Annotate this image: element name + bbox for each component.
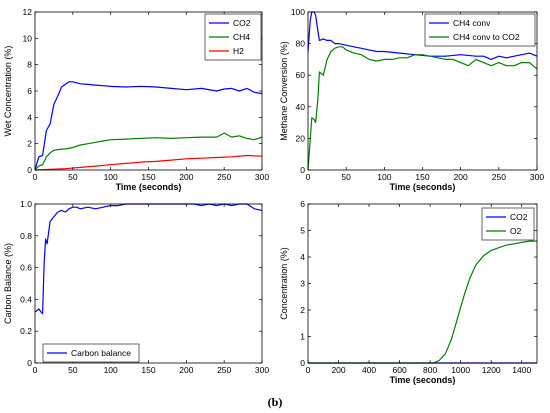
y-tick-label: 100 (291, 7, 305, 17)
y-tick-label: 40 (296, 102, 306, 112)
x-tick-label: 1200 (482, 365, 501, 375)
y-tick-label: 6 (27, 86, 32, 96)
x-tick-label: 50 (68, 365, 78, 375)
legend-label: O2 (510, 226, 522, 236)
y-tick-label: 6 (300, 199, 305, 209)
y-tick-label: 2 (300, 305, 305, 315)
y-tick-label: 1 (300, 332, 305, 342)
y-tick-label: 4 (300, 252, 305, 262)
x-tick-label: 0 (33, 365, 38, 375)
x-axis-label: Time (seconds) (390, 182, 456, 192)
x-tick-label: 0 (33, 172, 38, 182)
series-line-2 (307, 46, 538, 171)
legend-label: H2 (233, 46, 244, 56)
x-tick-label: 50 (68, 172, 78, 182)
chart-panel-4: 0 200 400 600 800 1000 1200 1400 0 1 2 3 4 5 6 Time (se… (279, 199, 538, 385)
y-axis-label: Methane Conversion (%) (279, 41, 289, 141)
legend-label: CO2 (510, 212, 528, 222)
y-tick-label: 0.2 (20, 326, 32, 336)
x-tick-label: 50 (341, 172, 351, 182)
x-axis-label: Time (seconds) (116, 182, 182, 192)
x-tick-label: 250 (492, 172, 506, 182)
y-tick-label: 10 (23, 33, 33, 43)
y-tick-label: 0 (27, 358, 32, 368)
x-tick-label: 100 (104, 365, 118, 375)
chart-panel-3: 0 50 100 150 200 250 300 0 0.2 0.4 0.6 0.8 1.0 Carbon… (3, 199, 269, 375)
series-line-1 (307, 11, 538, 61)
y-tick-label: 3 (300, 279, 305, 289)
legend-label: Carbon balance (71, 348, 131, 358)
x-tick-label: 300 (255, 365, 269, 375)
series-line-1 (34, 203, 263, 315)
legend-label: CH4 conv (453, 18, 491, 28)
x-tick-label: 0 (306, 172, 311, 182)
y-tick-label: 0.8 (20, 231, 32, 241)
y-tick-label: 0.4 (20, 294, 32, 304)
x-tick-label: 800 (423, 365, 437, 375)
y-tick-label: 20 (296, 133, 306, 143)
x-tick-label: 400 (362, 365, 376, 375)
series-line-2 (308, 240, 537, 364)
figure-caption: (b) (267, 395, 283, 409)
y-tick-label: 0 (27, 165, 32, 175)
y-tick-label: 80 (296, 39, 306, 49)
x-tick-label: 200 (331, 365, 345, 375)
y-tick-label: 12 (23, 7, 33, 17)
x-tick-label: 150 (141, 365, 155, 375)
x-tick-label: 600 (393, 365, 407, 375)
x-tick-label: 300 (255, 172, 269, 182)
y-tick-label: 1.0 (20, 199, 32, 209)
y-tick-label: 0 (300, 358, 305, 368)
y-axis-label: Wet Concentration (%) (3, 46, 13, 137)
x-tick-label: 300 (530, 172, 544, 182)
y-tick-label: 5 (300, 226, 305, 236)
x-tick-label: 1400 (512, 365, 531, 375)
series-line-1 (34, 81, 263, 171)
x-tick-label: 100 (377, 172, 391, 182)
plot-frame (34, 203, 263, 364)
x-tick-label: 1000 (451, 365, 470, 375)
series-line-2 (34, 132, 263, 171)
legend: Carbon balance (42, 343, 140, 363)
x-tick-label: 150 (415, 172, 429, 182)
y-axis-label: Carbon Balance (%) (3, 243, 13, 324)
legend-label: CH4 conv to CO2 (453, 32, 520, 42)
y-axis-label: Concentration (%) (279, 247, 289, 320)
legend-label: CH4 (233, 32, 250, 42)
legend: CO2 CH4 H2 (204, 13, 262, 61)
x-tick-label: 200 (454, 172, 468, 182)
x-tick-label: 200 (179, 172, 193, 182)
y-tick-label: 0 (300, 165, 305, 175)
legend-box (42, 343, 140, 363)
legend: CH4 conv CH4 conv to CO2 (424, 13, 536, 47)
x-tick-label: 100 (104, 172, 118, 182)
legend-label: CO2 (233, 18, 251, 28)
y-tick-label: 4 (27, 112, 32, 122)
legend-box (481, 207, 535, 241)
x-axis-label: Time (seconds) (390, 375, 456, 385)
chart-panel-1: 0 50 100 150 200 250 300 0 2 4 6 8 10 12 Time (seconds… (3, 7, 269, 192)
y-tick-label: 60 (296, 70, 306, 80)
y-tick-label: 2 (27, 139, 32, 149)
legend-box (424, 13, 536, 47)
x-tick-label: 150 (141, 172, 155, 182)
x-tick-label: 250 (217, 172, 231, 182)
x-tick-label: 200 (179, 365, 193, 375)
y-tick-label: 0.6 (20, 263, 32, 273)
y-tick-label: 8 (27, 60, 32, 70)
x-tick-label: 0 (306, 365, 311, 375)
x-tick-label: 250 (217, 365, 231, 375)
